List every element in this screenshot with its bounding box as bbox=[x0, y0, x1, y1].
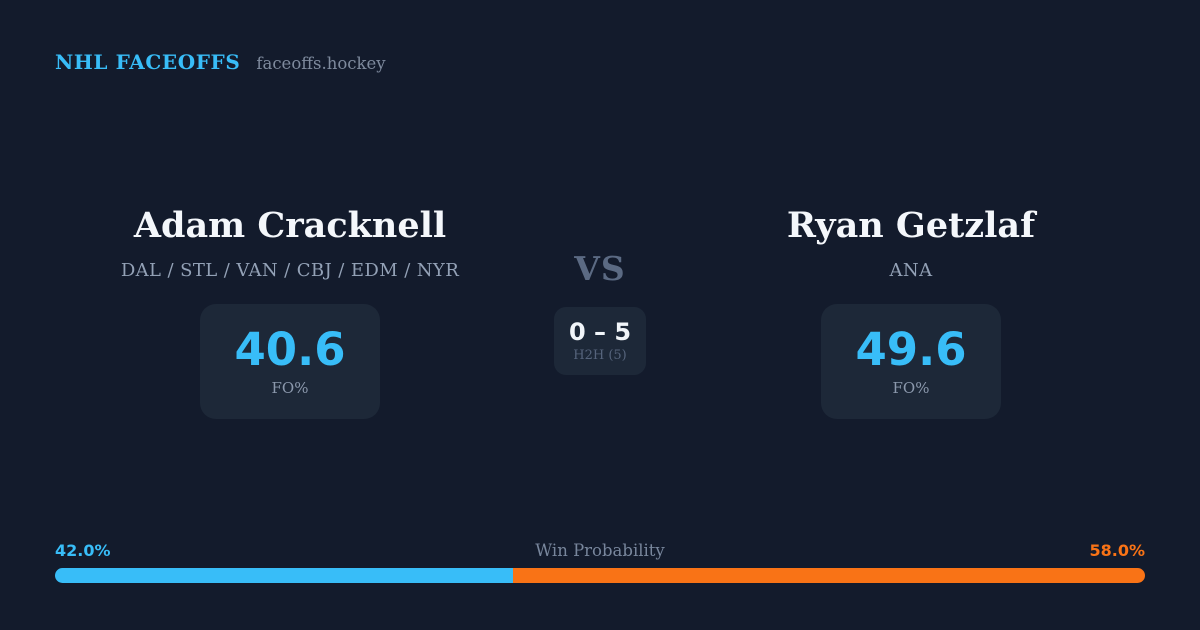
player-left-stat-label: FO% bbox=[271, 378, 309, 397]
player-left-name: Adam Cracknell bbox=[133, 205, 447, 246]
win-probability-labels: 42.0% Win Probability 58.0% bbox=[55, 541, 1145, 560]
player-right-stat-label: FO% bbox=[892, 378, 930, 397]
h2h-label: H2H (5) bbox=[573, 348, 627, 364]
player-left-teams: DAL / STL / VAN / CBJ / EDM / NYR bbox=[120, 260, 460, 281]
win-probability-bar-right-segment bbox=[512, 568, 1145, 583]
brand-title: NHL FACEOFFS bbox=[55, 50, 241, 74]
header: NHL FACEOFFS faceoffs.hockey bbox=[55, 50, 386, 74]
player-right-teams: ANA bbox=[889, 260, 933, 281]
player-right: Ryan Getzlaf ANA 49.6 FO% bbox=[681, 205, 1141, 419]
player-right-stat-card: 49.6 FO% bbox=[821, 304, 1001, 419]
vs-label: VS bbox=[574, 249, 626, 288]
h2h-score: 0 – 5 bbox=[568, 317, 632, 346]
brand-domain: faceoffs.hockey bbox=[256, 54, 386, 73]
player-left: Adam Cracknell DAL / STL / VAN / CBJ / E… bbox=[60, 205, 520, 419]
win-probability-right-percent: 58.0% bbox=[1089, 541, 1145, 560]
win-probability-title: Win Probability bbox=[535, 541, 665, 560]
matchup-center: VS 0 – 5 H2H (5) bbox=[520, 252, 680, 375]
win-probability-left-percent: 42.0% bbox=[55, 541, 111, 560]
player-left-stat-card: 40.6 FO% bbox=[200, 304, 380, 419]
player-left-fo-percentage: 40.6 bbox=[234, 323, 346, 377]
h2h-card: 0 – 5 H2H (5) bbox=[554, 307, 646, 375]
player-right-fo-percentage: 49.6 bbox=[855, 323, 967, 377]
win-probability-bar bbox=[55, 568, 1145, 583]
player-right-name: Ryan Getzlaf bbox=[786, 205, 1036, 246]
win-probability-bar-left-segment bbox=[55, 568, 513, 583]
